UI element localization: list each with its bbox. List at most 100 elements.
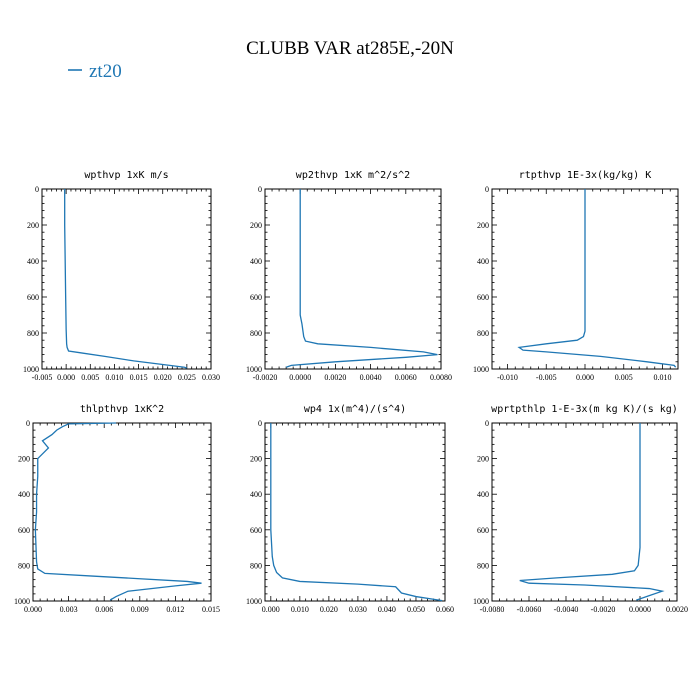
x-tick-label: 0.000 [576, 373, 594, 382]
chart-panel-3: rtpthvp 1E-3x(kg/kg) K02004006008001000-… [473, 170, 679, 382]
x-tick-label: 0.0080 [430, 373, 452, 382]
y-tick-label: 800 [18, 561, 30, 570]
y-tick-label: 800 [477, 561, 489, 570]
panel-title: wp2thvp 1xK m^2/s^2 [296, 170, 410, 181]
y-tick-label: 600 [250, 293, 262, 302]
y-tick-label: 800 [250, 561, 262, 570]
x-tick-label: 0.025 [178, 373, 196, 382]
y-tick-label: 0 [485, 419, 489, 428]
plot-frame [32, 422, 212, 602]
y-tick-label: 200 [477, 221, 489, 230]
chart-panel-2: wp2thvp 1xK m^2/s^2 0 200 400 600 800 1000-0.0… [246, 170, 452, 382]
y-tick-label: 400 [250, 490, 262, 499]
y-tick-label: 1000 [473, 365, 489, 374]
y-tick-label: 200 [250, 455, 262, 464]
x-tick-label: 0.015 [202, 605, 220, 614]
x-tick-label: 0.0000 [289, 373, 311, 382]
x-tick-label: 0.009 [131, 605, 149, 614]
series-line-zt20 [34, 422, 202, 601]
y-tick-label: 400 [477, 257, 489, 266]
x-tick-label: 0.020 [154, 373, 172, 382]
panel-title: wpthvp 1xK m/s [84, 170, 168, 181]
x-tick-label: 0.040 [378, 605, 396, 614]
x-tick-label: -0.005 [32, 373, 53, 382]
y-tick-label: 1000 [473, 597, 489, 606]
series-line-zt20 [519, 423, 665, 601]
x-tick-label: 0.005 [615, 373, 633, 382]
y-tick-label: 400 [18, 490, 30, 499]
series-line-zt20 [64, 189, 188, 369]
x-tick-label: 0.000 [24, 605, 42, 614]
x-tick-label: 0.030 [349, 605, 367, 614]
x-tick-label: 0.030 [202, 373, 220, 382]
y-tick-label: 0 [258, 185, 262, 194]
x-tick-label: 0.010 [654, 373, 672, 382]
panel-title: thlpthvp 1xK^2 [80, 404, 164, 415]
plot-frame [264, 422, 446, 602]
y-tick-label: 600 [18, 526, 30, 535]
y-tick-label: 600 [477, 526, 489, 535]
plot-frame [41, 188, 212, 370]
plot-frame [264, 188, 442, 370]
x-tick-label: -0.0020 [253, 373, 278, 382]
panel-title: rtpthvp 1E-3x(kg/kg) K [519, 170, 651, 181]
x-tick-label: 0.003 [60, 605, 78, 614]
x-tick-label: 0.0060 [395, 373, 417, 382]
y-tick-label: 800 [27, 329, 39, 338]
series-line-zt20 [285, 189, 438, 368]
plot-frame [491, 422, 678, 602]
y-tick-label: 0 [258, 419, 262, 428]
y-tick-label: 1000 [23, 365, 39, 374]
series-line-zt20 [270, 423, 443, 602]
x-tick-label: 0.000 [57, 373, 75, 382]
y-tick-label: 400 [477, 490, 489, 499]
chart-panel-6: wprtpthlp 1-E-3x(m kg K)/(s kg)0 200 400 60… [473, 404, 688, 614]
y-tick-label: 1000 [246, 597, 262, 606]
x-tick-label: 0.060 [436, 605, 454, 614]
x-tick-label: 0.010 [291, 605, 309, 614]
panel-title: wprtpthlp 1-E-3x(m kg K)/(s kg) [491, 404, 678, 415]
y-tick-label: 400 [27, 257, 39, 266]
legend-label: zt20 [89, 61, 122, 82]
x-tick-label: 0.020 [320, 605, 338, 614]
figure-title: CLUBB VAR at285E,-20N [246, 38, 454, 59]
x-tick-label: 0.000 [262, 605, 280, 614]
x-tick-label: 0.012 [166, 605, 184, 614]
y-tick-label: 200 [477, 455, 489, 464]
x-tick-label: 0.0000 [629, 605, 651, 614]
legend: zt20 [68, 61, 122, 82]
y-tick-label: 600 [250, 526, 262, 535]
x-tick-label: -0.0020 [591, 605, 616, 614]
x-tick-label: -0.0060 [517, 605, 542, 614]
x-tick-label: 0.050 [407, 605, 425, 614]
y-tick-label: 0 [26, 419, 30, 428]
chart-panel-1: wpthvp 1xK m/s 0 200 400 600 800 1000-0.005 0.0… [23, 170, 220, 382]
x-tick-label: -0.010 [497, 373, 518, 382]
x-tick-label: 0.010 [105, 373, 123, 382]
x-tick-label: 0.0020 [324, 373, 346, 382]
y-tick-label: 0 [35, 185, 39, 194]
y-tick-label: 1000 [246, 365, 262, 374]
panel-title: wp4 1x(m^4)/(s^4) [304, 404, 406, 415]
x-tick-label: 0.0020 [666, 605, 688, 614]
x-tick-label: -0.0040 [554, 605, 579, 614]
x-tick-label: 0.005 [81, 373, 99, 382]
y-tick-label: 600 [477, 293, 489, 302]
y-tick-label: 0 [485, 185, 489, 194]
y-tick-label: 600 [27, 293, 39, 302]
x-tick-label: 0.015 [130, 373, 148, 382]
y-tick-label: 200 [18, 455, 30, 464]
y-tick-label: 200 [27, 221, 39, 230]
x-tick-label: -0.005 [536, 373, 557, 382]
y-tick-label: 400 [250, 257, 262, 266]
y-tick-label: 800 [477, 329, 489, 338]
y-tick-label: 200 [250, 221, 262, 230]
x-tick-label: -0.0080 [480, 605, 505, 614]
y-tick-label: 1000 [14, 597, 30, 606]
x-tick-label: 0.006 [95, 605, 113, 614]
series-line-zt20 [517, 189, 677, 368]
